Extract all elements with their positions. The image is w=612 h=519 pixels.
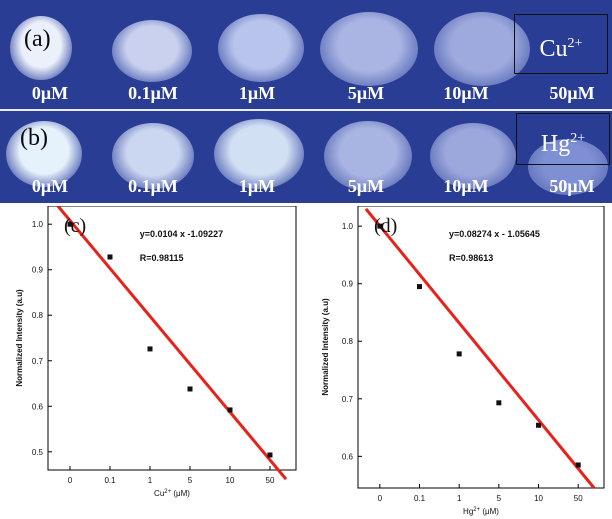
equation-d: y=0.08274 x - 1.05645 — [449, 229, 540, 239]
y-tick-label-d-2: 0.8 — [342, 337, 354, 346]
panel-label-a: (a) — [24, 26, 51, 52]
spot-hg-5 — [324, 121, 412, 191]
conc-label-b-4: 10μM — [443, 176, 489, 196]
x-tick-label-c-2: 1 — [148, 476, 153, 485]
plot-frame-d — [357, 206, 605, 489]
cu-calibration-chart: 0.5 0.6 0.7 0.8 0.9 1.0 0 0.1 1 5 10 50 (c) y=0.0104 … — [15, 206, 297, 498]
spot-cu-5 — [320, 12, 418, 86]
x-tick-label-c-1: 0.1 — [104, 476, 116, 485]
spot-hg-50 — [528, 139, 608, 195]
panel-label-c: (c) — [64, 215, 86, 237]
x-tick-label-c-5: 50 — [266, 476, 275, 485]
data-point-c-3 — [187, 386, 193, 392]
data-point-d-0 — [377, 223, 383, 229]
r-value-d: R=0.98613 — [449, 253, 493, 263]
hg-ion-charge: 2+ — [570, 131, 586, 146]
y-tick-label-d-4: 1.0 — [342, 222, 354, 231]
data-point-d-2 — [456, 351, 462, 357]
x-tick-label-d-3: 5 — [497, 494, 502, 503]
spot-hg-0.1 — [112, 123, 194, 189]
x-tick-label-c-0: 0 — [68, 476, 73, 485]
conc-label-a-0: 0μM — [31, 83, 69, 103]
y-tick-label-c-2: 0.7 — [32, 357, 44, 366]
panel-label-d: (d) — [374, 215, 397, 237]
y-axis-label-c: Normalized Intensity (a.u) — [15, 289, 24, 387]
x-tick-label-d-2: 1 — [457, 494, 462, 503]
spot-cu-1 — [218, 14, 304, 82]
data-point-c-5 — [267, 452, 273, 458]
x-tick-label-d-1: 0.1 — [414, 494, 426, 503]
conc-label-a-2: 1μM — [238, 83, 276, 103]
y-axis-label-d: Normalized Intensity (a.u) — [321, 298, 330, 396]
y-tick-label-c-1: 0.6 — [32, 402, 44, 411]
spot-cu-0 — [10, 16, 72, 80]
cu-ion-base: Cu — [539, 36, 568, 62]
x-tick-label-d-5: 50 — [574, 494, 583, 503]
data-point-d-1 — [417, 284, 422, 290]
hg-calibration-chart: 0.6 0.7 0.8 0.9 1.0 0 0.1 1 5 10 50 (d) y=0.08274 x … — [321, 206, 605, 516]
conc-label-b-2: 1μM — [238, 176, 276, 196]
spot-hg-0 — [6, 121, 82, 187]
y-tick-label-d-0: 0.6 — [342, 452, 354, 461]
y-tick-label-c-5: 1.0 — [32, 220, 44, 229]
x-tick-label-c-3: 5 — [188, 476, 193, 485]
cu-photo-strip: (a) Cu2+ 0μM 0.1μM 1μM 5μM 10μM 50μM — [0, 0, 612, 109]
fit-line-d — [364, 207, 596, 489]
equation-c: y=0.0104 x -1.09227 — [140, 229, 223, 239]
fit-line-c — [55, 206, 288, 481]
hg-ion-label-box: Hg2+ — [516, 113, 610, 165]
conc-label-a-3: 5μM — [347, 83, 385, 103]
data-point-c-4 — [227, 407, 233, 413]
spot-cu-0.1 — [112, 20, 192, 82]
x-tick-label-d-0: 0 — [378, 494, 383, 503]
spot-hg-10 — [430, 123, 516, 189]
conc-label-b-3: 5μM — [347, 176, 385, 196]
data-point-d-4 — [536, 422, 542, 428]
conc-label-a-1: 0.1μM — [128, 83, 178, 103]
data-point-c-2 — [147, 346, 153, 352]
y-tick-label-d-3: 0.9 — [342, 280, 354, 289]
data-point-d-3 — [496, 400, 502, 406]
y-tick-label-d-1: 0.7 — [342, 395, 354, 404]
strip-separator — [0, 109, 612, 111]
hg-photo-strip: (b) Hg2+ 0μM 0.1μM 1μM 5μM 10μM 50μM — [0, 111, 612, 203]
r-value-c: R=0.98115 — [140, 253, 184, 263]
conc-label-b-1: 0.1μM — [128, 176, 178, 196]
x-tick-label-c-4: 10 — [226, 476, 235, 485]
panel-label-b: (b) — [20, 125, 48, 151]
spot-hg-1 — [214, 119, 304, 189]
cu-ion-charge: 2+ — [567, 36, 583, 51]
plot-frame-c — [47, 206, 297, 471]
data-point-c-1 — [107, 254, 113, 260]
conc-label-b-0: 0μM — [31, 176, 69, 196]
conc-label-a-5: 50μM — [549, 83, 595, 103]
cu-ion-label-box: Cu2+ — [514, 14, 608, 74]
y-tick-label-c-4: 0.9 — [32, 266, 44, 275]
x-tick-label-d-4: 10 — [534, 494, 543, 503]
conc-label-b-5: 50μM — [549, 176, 595, 196]
conc-label-a-4: 10μM — [443, 83, 489, 103]
y-tick-label-c-0: 0.5 — [32, 448, 44, 457]
data-point-c-0 — [67, 221, 73, 227]
data-point-d-5 — [575, 462, 581, 468]
hg-ion-base: Hg — [540, 131, 571, 157]
x-axis-label-c: Cu2+ (μM) — [154, 489, 190, 498]
y-tick-label-c-3: 0.8 — [32, 311, 44, 320]
x-axis-label-d: Hg2+ (μM) — [463, 507, 499, 516]
